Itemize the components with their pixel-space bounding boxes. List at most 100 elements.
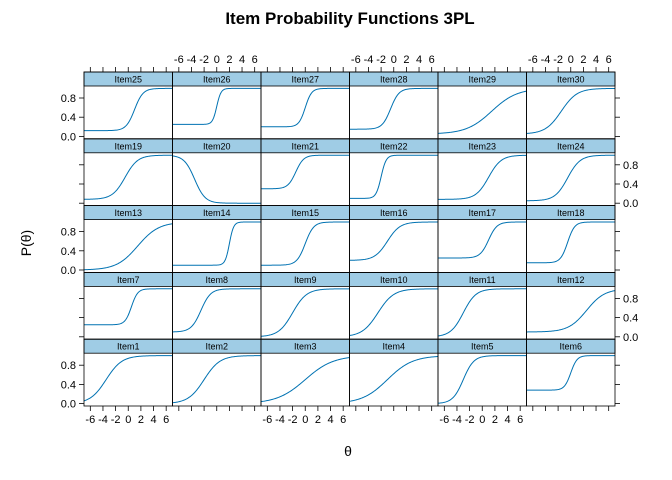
x-tick-label: 4 — [239, 54, 245, 66]
x-tick-label: 6 — [252, 54, 258, 66]
y-tick-label: 0.0 — [61, 265, 76, 277]
x-tick-label: 2 — [138, 414, 144, 426]
x-tick-label: -2 — [111, 414, 121, 426]
item-curve — [83, 223, 173, 271]
panel-strip-label: Item30 — [557, 75, 585, 85]
y-tick-label: 0.4 — [61, 379, 76, 391]
panel-strip-label: Item16 — [380, 208, 408, 218]
panel-strip-label: Item11 — [469, 275, 496, 285]
y-tick-label: 0.8 — [61, 227, 76, 239]
x-tick-label: -2 — [199, 54, 209, 66]
x-tick-label: 0 — [302, 414, 308, 426]
item-curve — [438, 221, 527, 259]
x-tick-label: -6 — [528, 54, 538, 66]
item-curve — [172, 355, 261, 404]
panel-strip-label: Item20 — [203, 141, 231, 151]
panel-strip-label: Item10 — [380, 275, 408, 285]
x-tick-label: 2 — [403, 54, 409, 66]
x-axis-label: θ — [344, 443, 352, 459]
item-curve — [437, 154, 527, 200]
panel-strip-label: Item12 — [557, 275, 585, 285]
item-curve — [83, 355, 173, 402]
item-curve — [437, 90, 527, 134]
panel-strip-label: Item28 — [380, 75, 408, 85]
y-tick-label: 0.4 — [623, 179, 638, 191]
item-curve — [261, 87, 350, 128]
panel-strip-label: Item6 — [559, 342, 582, 352]
x-tick-label: -2 — [465, 414, 475, 426]
y-tick-label: 0.0 — [623, 332, 638, 344]
panel-strip-label: Item2 — [205, 342, 228, 352]
x-tick-label: 0 — [391, 54, 397, 66]
item-curve — [172, 87, 261, 125]
x-tick-label: -6 — [174, 54, 184, 66]
x-tick-label: -6 — [85, 414, 95, 426]
x-tick-label: -2 — [288, 414, 298, 426]
item-curve — [349, 288, 439, 337]
panel-strip-label: Item15 — [291, 208, 319, 218]
x-tick-label: 0 — [479, 414, 485, 426]
item-curve — [349, 221, 438, 261]
x-tick-label: -6 — [351, 54, 361, 66]
item-curve — [172, 288, 261, 333]
item-curve — [172, 221, 261, 266]
panel-strip-label: Item25 — [114, 75, 142, 85]
x-tick-label: 6 — [163, 414, 169, 426]
y-tick-label: 0.8 — [61, 360, 76, 372]
x-tick-label: -2 — [553, 54, 563, 66]
panel-strip-label: Item23 — [468, 141, 496, 151]
x-tick-label: 2 — [226, 54, 232, 66]
item-curve — [526, 355, 615, 391]
x-tick-label: -6 — [439, 414, 449, 426]
x-tick-label: -4 — [275, 414, 285, 426]
panel-grid: Item1 Item2 Item3 Item4 Item5 Item6 Item7 Item8… — [61, 54, 639, 426]
y-tick-label: 0.4 — [61, 246, 76, 258]
item-curve — [349, 87, 438, 130]
x-tick-label: 4 — [504, 414, 510, 426]
item-curve — [84, 87, 173, 132]
item-curve — [526, 154, 615, 202]
panel-strip-label: Item18 — [557, 208, 585, 218]
x-tick-label: 4 — [150, 414, 156, 426]
panel-strip-label: Item19 — [114, 141, 142, 151]
chart-title: Item Probability Functions 3PL — [225, 9, 474, 28]
item-curve — [261, 221, 350, 266]
y-tick-label: 0.0 — [61, 131, 76, 143]
x-tick-label: -4 — [187, 54, 197, 66]
panel-strip-label: Item29 — [468, 75, 496, 85]
x-tick-label: 2 — [492, 414, 498, 426]
y-tick-label: 0.0 — [623, 198, 638, 210]
item-curve — [84, 288, 173, 326]
panel-strip-label: Item26 — [203, 75, 231, 85]
x-tick-label: -6 — [262, 414, 272, 426]
panel-strip-label: Item1 — [117, 342, 140, 352]
panel-strip-label: Item8 — [205, 275, 228, 285]
panel-strip-label: Item3 — [294, 342, 317, 352]
item-curve — [261, 154, 350, 190]
x-tick-label: 6 — [429, 54, 435, 66]
item-curve — [526, 221, 615, 264]
panel-strip-label: Item21 — [291, 141, 319, 151]
x-tick-label: 0 — [214, 54, 220, 66]
x-tick-label: -4 — [452, 414, 462, 426]
item-curve — [349, 355, 439, 402]
x-tick-label: 4 — [593, 54, 599, 66]
y-tick-label: 0.8 — [623, 293, 638, 305]
x-tick-label: 4 — [327, 414, 333, 426]
x-tick-label: 6 — [606, 54, 612, 66]
item-curve — [526, 290, 616, 333]
panel-strip-label: Item27 — [291, 75, 319, 85]
y-tick-label: 0.8 — [623, 160, 638, 172]
y-tick-label: 0.4 — [623, 313, 638, 325]
y-tick-label: 0.0 — [61, 399, 76, 411]
x-tick-label: 0 — [125, 414, 131, 426]
x-tick-label: 2 — [315, 414, 321, 426]
panel-strip-label: Item17 — [468, 208, 496, 218]
x-tick-label: -4 — [98, 414, 108, 426]
item-curve — [526, 87, 616, 134]
panel-strip-label: Item7 — [117, 275, 140, 285]
item-curve — [84, 154, 173, 200]
x-tick-label: -4 — [364, 54, 374, 66]
panel-strip-label: Item13 — [114, 208, 142, 218]
x-tick-label: 4 — [416, 54, 422, 66]
